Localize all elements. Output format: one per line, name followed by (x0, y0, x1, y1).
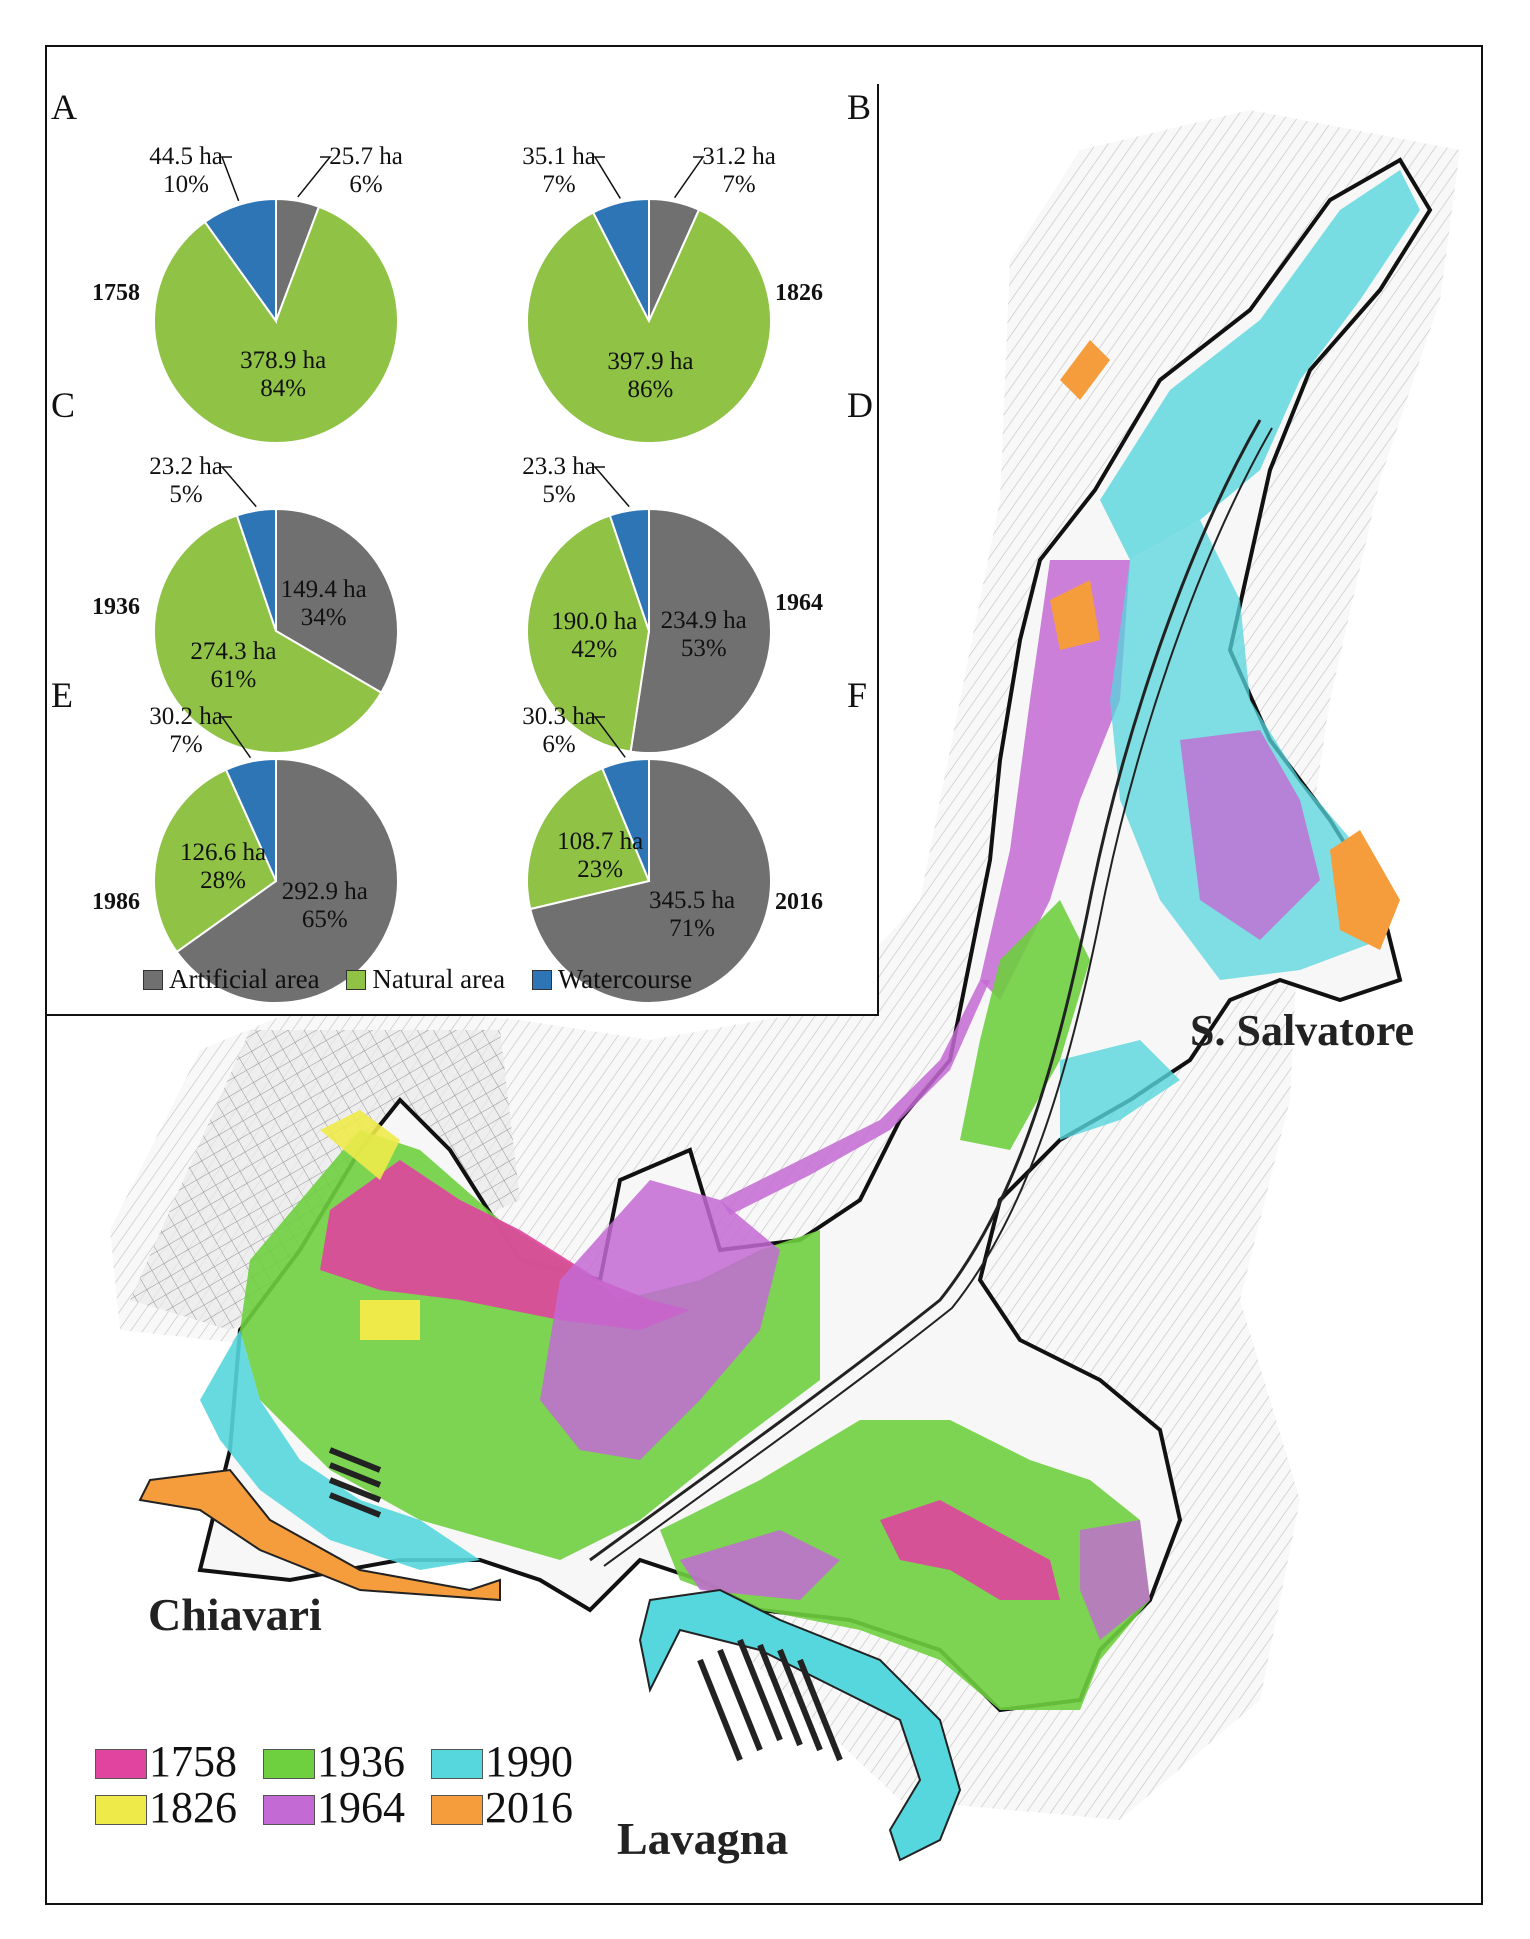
year-legend-item-2016: 2016 (431, 1786, 573, 1830)
year-legend-item-1826: 1826 (95, 1786, 237, 1830)
pie-f-slice-2 (600, 757, 650, 882)
year-swatch-1826 (95, 1795, 147, 1825)
pie-a-leader-2 (220, 156, 240, 202)
year-swatch-1936 (263, 1749, 315, 1779)
pie-b-label-0: 31.2 ha 7% (702, 143, 776, 198)
pie-c-year: 1936 (92, 594, 140, 620)
pie-a-slice-2 (203, 197, 277, 325)
pie-c-letter: C (51, 385, 76, 425)
legend-label-natural: Natural area (372, 964, 506, 994)
pie-c-label-1: 274.3 ha 61% (190, 637, 277, 693)
pie-b-label-2: 35.1 ha 7% (522, 143, 596, 198)
pie-b-slice-2 (591, 197, 650, 322)
pie-e-leader-2 (220, 716, 252, 759)
pie-b-label-1: 397.9 ha 86% (607, 347, 694, 403)
pie-b-leader-2 (593, 156, 621, 199)
pie-b-slice-1 (526, 208, 772, 444)
pie-chart-panel: A 1758 25.7 ha 6% 378.9 ha 84% 44.5 ha 10% B 1826… (47, 84, 879, 1016)
pie-f-slice-0 (529, 757, 772, 1004)
year-swatch-1964 (263, 1795, 315, 1825)
pie-c-label-2: 23.2 ha 5% (149, 453, 223, 508)
year-swatch-1758 (95, 1749, 147, 1779)
legend-swatch-watercourse (531, 970, 552, 990)
pie-charts (153, 156, 773, 1004)
pie-d-label-2: 23.3 ha 5% (522, 453, 596, 508)
pie-d-leader-2 (593, 466, 630, 508)
year-label-1936: 1936 (317, 1737, 405, 1786)
year-legend-item-1964: 1964 (263, 1786, 405, 1830)
year-label-1990: 1990 (485, 1737, 573, 1786)
study-area (138, 157, 1433, 1862)
place-label-salvatore: S. Salvatore (1190, 1006, 1415, 1055)
pie-a-label-2: 44.5 ha 10% (149, 143, 223, 198)
pie-e-letter: E (51, 675, 73, 715)
pie-b-leader-0 (673, 156, 705, 199)
pie-f-letter: F (847, 675, 868, 715)
pie-legend: Artificial area Natural area Watercourse (143, 964, 712, 995)
year-legend-item-1936: 1936 (263, 1740, 405, 1784)
pie-e-slice-0 (175, 757, 399, 1004)
legend-artificial: Artificial area (143, 964, 320, 994)
pie-a-year: 1758 (92, 280, 140, 306)
pie-f-label-2: 30.3 ha 6% (522, 703, 596, 758)
pie-d-slice-2 (608, 507, 650, 632)
year-legend-item-1990: 1990 (431, 1740, 573, 1784)
year-legend-item-1758: 1758 (95, 1740, 237, 1784)
legend-watercourse: Watercourse (531, 964, 693, 994)
pie-a-label-0: 25.7 ha 6% (329, 143, 403, 198)
pie-e-label-2: 30.2 ha 7% (149, 703, 223, 758)
pie-b-year: 1826 (775, 280, 823, 306)
legend-swatch-artificial (143, 970, 163, 990)
pie-d-letter: D (847, 385, 873, 425)
place-label-lavagna: Lavagna (617, 1813, 789, 1864)
pie-a-leader-0 (297, 156, 332, 198)
pie-a-slice-1 (153, 205, 399, 444)
legend-natural: Natural area (346, 964, 505, 994)
pie-d-slice-1 (526, 514, 651, 753)
legend-label-artificial: Artificial area (169, 964, 320, 994)
pie-e-year: 1986 (92, 889, 140, 915)
year-label-1826: 1826 (149, 1783, 237, 1832)
pie-d-slice-0 (629, 507, 773, 754)
pie-a-label-1: 378.9 ha 84% (240, 347, 327, 403)
pie-b-letter: B (847, 87, 872, 127)
pie-c-slice-0 (275, 507, 399, 695)
year-label-1758: 1758 (149, 1737, 237, 1786)
pie-d-label-0: 234.9 ha 53% (660, 607, 747, 663)
year-label-1964: 1964 (317, 1783, 405, 1832)
pie-c-slice-2 (235, 507, 277, 632)
year-label-2016: 2016 (485, 1783, 573, 1832)
pie-f-leader-2 (593, 716, 626, 758)
pie-e-slice-2 (224, 757, 277, 882)
pie-f-label-1: 108.7 ha 23% (557, 827, 644, 883)
pie-f-label-0: 345.5 ha 71% (648, 887, 736, 943)
legend-swatch-natural (346, 970, 367, 990)
pie-a-letter: A (51, 87, 77, 127)
year-swatch-1990 (431, 1749, 483, 1779)
pie-e-label-0: 292.9 ha 65% (281, 878, 368, 934)
pie-c-label-0: 149.4 ha 34% (280, 575, 367, 631)
pie-d-year: 1964 (775, 590, 823, 616)
place-label-chiavari: Chiavari (148, 1589, 322, 1640)
pie-f-year: 2016 (775, 889, 823, 915)
pie-c-leader-2 (220, 466, 257, 508)
pie-d-label-1: 190.0 ha 42% (551, 607, 638, 663)
pie-e-label-1: 126.6 ha 28% (179, 838, 267, 894)
pie-f-slice-1 (526, 766, 651, 911)
year-swatch-2016 (431, 1795, 483, 1825)
pie-c-slice-1 (153, 514, 383, 754)
legend-label-watercourse: Watercourse (557, 964, 693, 994)
